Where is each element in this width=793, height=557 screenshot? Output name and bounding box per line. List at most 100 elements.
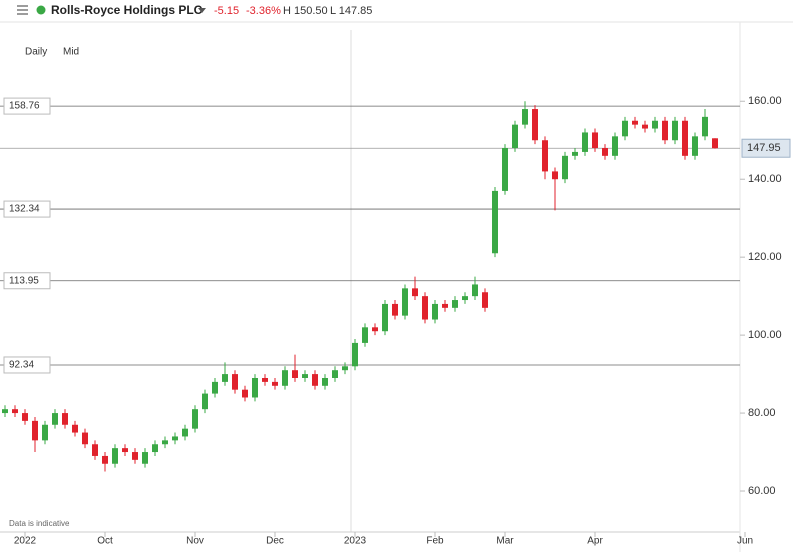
candle-body	[242, 389, 248, 398]
candle-body	[462, 296, 468, 301]
y-tick-label: 140.00	[748, 173, 782, 185]
candle-body	[232, 374, 238, 390]
candle-body	[622, 120, 628, 137]
candle-body	[612, 136, 618, 156]
candle-body	[602, 148, 608, 156]
candle-body	[52, 413, 58, 425]
candle-body	[642, 124, 648, 129]
candle-body	[122, 448, 128, 453]
candle-body	[302, 374, 308, 378]
candle-body	[692, 136, 698, 156]
candle-body	[272, 381, 278, 386]
candle-body	[372, 327, 378, 332]
candle-body	[182, 428, 188, 437]
price-change-pct: -3.36%	[246, 5, 281, 17]
status-dot	[36, 5, 46, 15]
x-tick-label: Nov	[186, 536, 204, 547]
candle-body	[682, 120, 688, 156]
candle-body	[62, 413, 68, 425]
candle-body	[2, 409, 8, 414]
candle-body	[502, 148, 508, 191]
candle-body	[362, 327, 368, 343]
candle-body	[442, 303, 448, 308]
candle-body	[212, 381, 218, 394]
level-label-box	[3, 356, 51, 374]
x-tick-label: Oct	[97, 536, 113, 547]
level-label: 158.76	[9, 101, 40, 112]
candle-body	[562, 155, 568, 180]
candle-body	[252, 377, 258, 398]
candle-body	[72, 424, 78, 433]
candle-body	[552, 171, 558, 180]
candle-body	[92, 444, 98, 456]
candle-body	[582, 132, 588, 152]
last-price-box	[741, 138, 791, 158]
price-type[interactable]: Mid	[63, 47, 79, 58]
candle-body	[402, 288, 408, 316]
candle-body	[392, 303, 398, 316]
candle-body	[492, 190, 498, 254]
y-tick-label: 60.00	[748, 485, 776, 497]
x-tick-label: 2023	[344, 536, 367, 547]
x-tick-label: Feb	[426, 536, 444, 547]
x-tick-label: Mar	[496, 536, 514, 547]
candle-body	[192, 409, 198, 429]
candle-body	[422, 296, 428, 320]
interval[interactable]: Daily	[25, 47, 47, 58]
candle-body	[512, 124, 518, 149]
candle-body	[132, 452, 138, 460]
level-label-box	[3, 272, 51, 290]
candle-body	[172, 436, 178, 441]
candle-body	[32, 420, 38, 441]
candle-body	[282, 370, 288, 386]
candle-body	[152, 444, 158, 453]
day-low: L 147.85	[330, 5, 372, 17]
candle-body	[522, 109, 528, 125]
candle-body	[662, 120, 668, 141]
candle-body	[532, 109, 538, 141]
x-tick-label: Jun	[737, 536, 753, 547]
candle-body	[572, 151, 578, 156]
last-price-label: 147.95	[747, 142, 781, 154]
candle-body	[82, 432, 88, 445]
candle-body	[652, 120, 658, 129]
x-tick-label: Apr	[587, 536, 603, 547]
candle-body	[142, 452, 148, 464]
y-tick-label: 120.00	[748, 251, 782, 263]
candle-body	[332, 370, 338, 378]
candle-body	[542, 140, 548, 172]
candle-body	[702, 116, 708, 137]
candle-body	[632, 120, 638, 125]
candle-body	[312, 374, 318, 386]
candle-body	[262, 377, 268, 382]
menu-icon[interactable]	[17, 5, 28, 15]
candle-body	[382, 303, 388, 332]
candle-body	[472, 284, 478, 297]
candle-body	[292, 370, 298, 378]
x-tick-label: Dec	[266, 536, 284, 547]
candle-body	[712, 138, 718, 149]
candle-body	[202, 393, 208, 410]
day-high: H 150.50	[283, 5, 328, 17]
candle-body	[482, 292, 488, 308]
level-label: 92.34	[9, 360, 34, 371]
candle-body	[162, 440, 168, 445]
candle-body	[592, 132, 598, 149]
price-change: -5.15	[214, 5, 239, 17]
footnote: Data is indicative	[9, 519, 70, 528]
candle-body	[22, 413, 28, 421]
instrument-name[interactable]: Rolls-Royce Holdings PLC	[51, 3, 203, 17]
candle-body	[102, 455, 108, 464]
candle-body	[42, 424, 48, 441]
candle-body	[112, 448, 118, 464]
candle-body	[432, 303, 438, 320]
candle-body	[322, 377, 328, 386]
dropdown-arrow[interactable]	[198, 8, 206, 13]
level-label-box	[3, 97, 51, 115]
y-tick-label: 80.00	[748, 407, 776, 419]
level-label-box	[3, 200, 51, 218]
y-tick-label: 100.00	[748, 329, 782, 341]
candle-body	[452, 300, 458, 308]
candle-body	[222, 374, 228, 382]
